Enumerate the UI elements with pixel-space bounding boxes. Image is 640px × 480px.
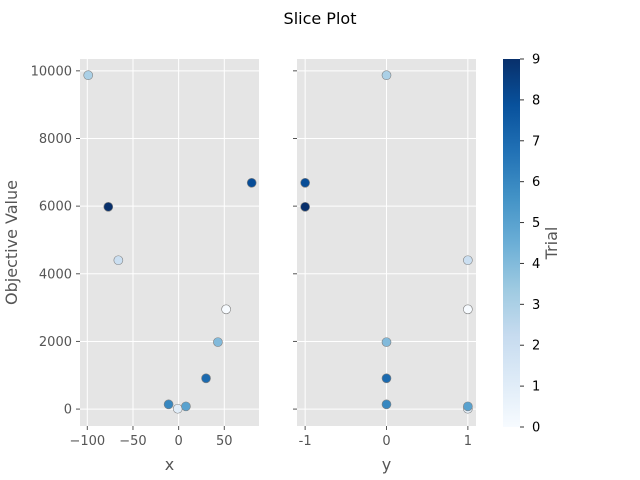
x-axis-label: y [382,455,391,474]
x-tick-label: −100 [69,434,105,449]
y-tick-label: 4000 [39,267,72,282]
scatter-point [181,401,191,412]
scatter-point [381,70,392,81]
scatter-point [201,373,211,384]
scatter-point [246,177,257,188]
scatter-point [300,177,310,188]
scatter-point [103,202,114,212]
scatter-point [213,337,223,347]
y-tick-label: 10000 [31,64,72,79]
scatter-point [463,304,473,315]
x-tick-label: 0 [174,434,182,449]
y-tick-label: 0 [64,403,72,418]
colorbar-tick-label: 3 [532,298,540,313]
scatter-point [113,255,124,266]
scatter-point [83,70,94,81]
colorbar-tick-label: 1 [532,380,540,395]
scatter-point [172,403,183,414]
scatter-point [463,255,473,266]
y-tick-label: 8000 [39,132,72,147]
scatter-point [163,399,174,410]
colorbar-tick-label: 5 [532,216,540,231]
scatter-point [463,401,473,412]
scatter-point [381,399,392,410]
scatter-point [300,202,310,212]
colorbar-tick-label: 7 [532,134,540,149]
y-axis-label: Objective Value [2,180,21,305]
plot-area [80,59,259,426]
x-tick-label: -1 [299,434,312,449]
colorbar-tick-label: 8 [532,93,540,108]
colorbar-tick-label: 4 [532,257,540,272]
panels: 0 2000 4000 6000 8000 10000 −100 −50 0 50 x Objecti… [2,59,476,474]
panel-2: -1 0 1 y [293,59,476,474]
colorbar-tick-label: 6 [532,175,540,190]
x-tick-label: −50 [119,434,146,449]
y-tick-label: 6000 [39,200,72,215]
colorbar-label: Trial [542,227,561,261]
x-tick-label: 0 [382,434,390,449]
colorbar-tick-label: 2 [532,339,540,354]
y-tick-label: 2000 [39,335,72,350]
scatter-point [221,304,231,315]
colorbar-bar [503,59,520,427]
colorbar-tick-label: 0 [532,421,540,436]
colorbar: 0 1 2 3 4 5 6 7 8 9 Trial [503,53,561,436]
scatter-point [381,373,392,384]
scatter-point [381,337,392,347]
colorbar-tick-label: 9 [532,53,540,68]
x-axis-label: x [165,455,174,474]
panel-1: 0 2000 4000 6000 8000 10000 −100 −50 0 50 x Objecti… [2,59,259,474]
x-tick-label: 1 [464,434,472,449]
x-tick-label: 50 [216,434,233,449]
chart-title: Slice Plot [284,9,357,28]
